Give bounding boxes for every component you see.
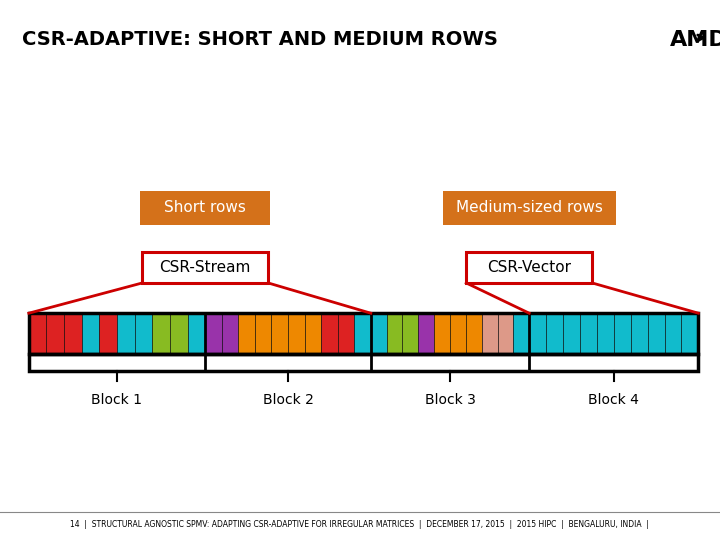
Text: CSR-Stream: CSR-Stream (160, 260, 251, 275)
Bar (597, 313, 613, 354)
Bar (418, 313, 434, 354)
Bar (371, 313, 387, 354)
Bar (238, 313, 255, 354)
Text: Medium-sized rows: Medium-sized rows (456, 200, 603, 215)
Bar (513, 313, 529, 354)
Text: Block 2: Block 2 (263, 393, 313, 407)
Bar (64, 313, 82, 354)
Bar (546, 313, 563, 354)
Text: Short rows: Short rows (164, 200, 246, 215)
Bar (187, 313, 205, 354)
Text: Block 4: Block 4 (588, 393, 639, 407)
Bar (443, 191, 616, 225)
Bar (466, 313, 482, 354)
Bar (648, 313, 665, 354)
Text: Block 1: Block 1 (91, 393, 143, 407)
Bar (563, 313, 580, 354)
Bar (450, 313, 466, 354)
Bar (338, 313, 354, 354)
Bar (29, 313, 46, 354)
Bar (142, 252, 268, 283)
Bar (140, 191, 270, 225)
Bar (434, 313, 450, 354)
Bar (354, 313, 371, 354)
Text: Block 3: Block 3 (425, 393, 475, 407)
Bar (288, 313, 305, 354)
Bar (135, 313, 152, 354)
Bar (482, 313, 498, 354)
Bar (321, 313, 338, 354)
Bar (29, 354, 698, 371)
Bar (205, 313, 222, 354)
Bar (29, 313, 698, 354)
Bar (170, 313, 187, 354)
Bar (153, 313, 170, 354)
Bar (255, 313, 271, 354)
Text: CSR-ADAPTIVE: SHORT AND MEDIUM ROWS: CSR-ADAPTIVE: SHORT AND MEDIUM ROWS (22, 30, 498, 49)
Bar (529, 313, 546, 354)
Bar (99, 313, 117, 354)
Bar (271, 313, 288, 354)
Bar (580, 313, 597, 354)
Bar (665, 313, 681, 354)
Bar (387, 313, 402, 354)
Text: CSR-Vector: CSR-Vector (487, 260, 571, 275)
Bar (614, 313, 631, 354)
Bar (631, 313, 648, 354)
Bar (222, 313, 238, 354)
Text: 14  |  STRUCTURAL AGNOSTIC SPMV: ADAPTING CSR-ADAPTIVE FOR IRREGULAR MATRICES  |: 14 | STRUCTURAL AGNOSTIC SPMV: ADAPTING … (71, 521, 649, 529)
Text: AMD: AMD (670, 30, 720, 50)
Bar (498, 313, 513, 354)
Bar (305, 313, 321, 354)
Bar (681, 313, 698, 354)
Bar (402, 313, 418, 354)
Bar (117, 313, 135, 354)
Bar (467, 252, 593, 283)
Bar (46, 313, 64, 354)
Bar (82, 313, 99, 354)
